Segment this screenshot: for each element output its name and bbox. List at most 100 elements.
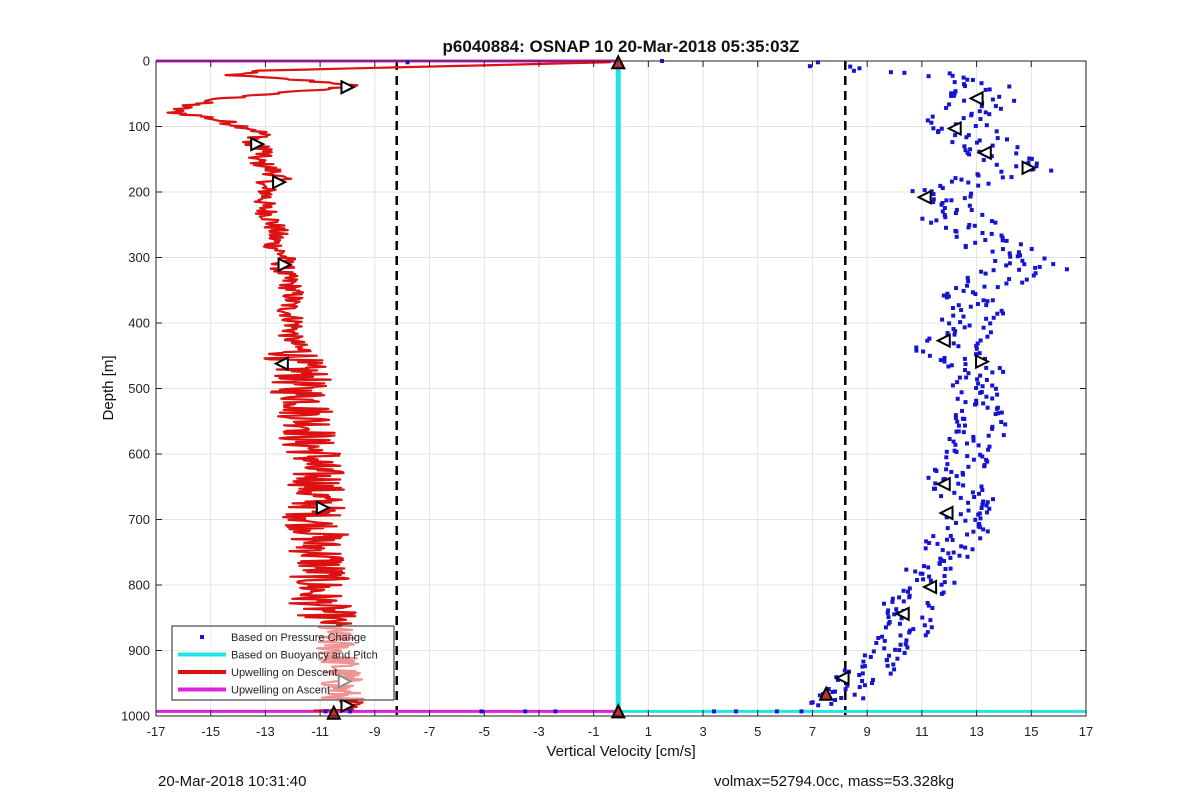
y-tick-label: 800 (128, 578, 150, 593)
pressure-point (931, 126, 936, 131)
pressure-point (999, 420, 1004, 424)
ascent-marker (946, 120, 962, 137)
pressure-point (944, 225, 948, 230)
pressure-point (905, 645, 910, 650)
pressure-point (1024, 277, 1029, 282)
x-tick-label: 5 (754, 724, 761, 739)
pressure-point (888, 70, 893, 75)
pressure-point (852, 692, 857, 697)
pressure-point (826, 687, 831, 691)
pressure-point (995, 311, 1000, 316)
pressure-point (983, 87, 988, 92)
pressure-point (954, 520, 958, 525)
pressure-point (862, 653, 867, 658)
pressure-point (981, 527, 986, 532)
pressure-point (885, 663, 890, 668)
pressure-point (971, 457, 976, 462)
legend-label: Upwelling on Ascent (231, 685, 330, 697)
pressure-point (955, 396, 960, 401)
pressure-point (934, 218, 939, 223)
pressure-point (963, 362, 968, 367)
x-tick-label: -1 (588, 724, 600, 739)
pressure-point (980, 502, 985, 507)
pressure-point (930, 114, 935, 119)
pressure-point (880, 634, 885, 639)
pressure-point (949, 179, 954, 184)
pressure-point (898, 633, 903, 638)
pressure-point (944, 295, 949, 300)
pressure-point (947, 102, 952, 107)
plot-data (156, 54, 1086, 720)
pressure-point (897, 595, 902, 600)
pressure-point (945, 526, 950, 531)
pressure-point (968, 147, 973, 152)
pressure-point (986, 181, 991, 186)
pressure-point (990, 143, 995, 148)
pressure-point (993, 259, 998, 263)
descent-upwelling-line (166, 61, 612, 712)
pressure-point (965, 554, 970, 559)
pressure-point (980, 384, 985, 389)
ascent-marker (916, 189, 932, 205)
x-tick-label: 15 (1024, 724, 1038, 739)
pressure-point (954, 474, 959, 479)
pressure-point (969, 208, 974, 212)
pressure-point (984, 123, 989, 128)
pressure-point (978, 516, 983, 521)
pressure-point (904, 567, 909, 572)
pressure-point (984, 303, 989, 308)
pressure-point (953, 176, 958, 181)
pressure-point (807, 64, 812, 69)
pressure-point (981, 499, 986, 504)
pressure-point (995, 285, 1000, 290)
pressure-point (954, 229, 959, 234)
pressure-point (973, 124, 978, 128)
pressure-point (938, 358, 943, 363)
pressure-point (970, 78, 975, 82)
pressure-point (809, 700, 814, 705)
pressure-point (990, 370, 995, 375)
pressure-point (967, 323, 972, 328)
descent-marker (272, 174, 288, 190)
pressure-point (993, 104, 998, 109)
pressure-point (965, 77, 970, 82)
pressure-point (956, 481, 961, 486)
pressure-point (945, 331, 950, 336)
pressure-point (939, 591, 944, 596)
x-tick-label: -3 (533, 724, 545, 739)
pressure-point (1029, 247, 1034, 251)
pressure-point (959, 177, 964, 182)
pressure-point (898, 642, 903, 647)
pressure-point (975, 140, 979, 145)
pressure-point (940, 186, 945, 191)
pressure-point (897, 621, 902, 626)
pressure-point (923, 633, 928, 638)
pressure-point (962, 325, 967, 330)
pressure-point (553, 709, 558, 714)
x-tick-label: -9 (369, 724, 381, 739)
pressure-point (951, 306, 955, 310)
pressure-point (950, 383, 955, 388)
pressure-point (915, 578, 919, 582)
pressure-point (945, 291, 950, 296)
pressure-point (1029, 156, 1034, 161)
pressure-point (954, 286, 959, 291)
pressure-point (978, 117, 983, 121)
pressure-point (971, 529, 976, 534)
pressure-point (967, 223, 972, 227)
pressure-point (999, 308, 1004, 313)
ascent-marker (938, 505, 954, 521)
x-tick-label: -13 (256, 724, 275, 739)
pressure-point (925, 118, 930, 123)
pressure-point (989, 219, 994, 224)
pressure-point (954, 429, 959, 434)
pressure-point (830, 690, 835, 694)
pressure-point (961, 430, 966, 435)
pressure-point (926, 74, 931, 79)
pressure-point (1015, 145, 1020, 150)
pressure-point (984, 503, 989, 508)
pressure-point (949, 91, 954, 96)
pressure-point (1000, 235, 1005, 240)
pressure-point (993, 386, 998, 391)
pressure-point (950, 73, 955, 78)
